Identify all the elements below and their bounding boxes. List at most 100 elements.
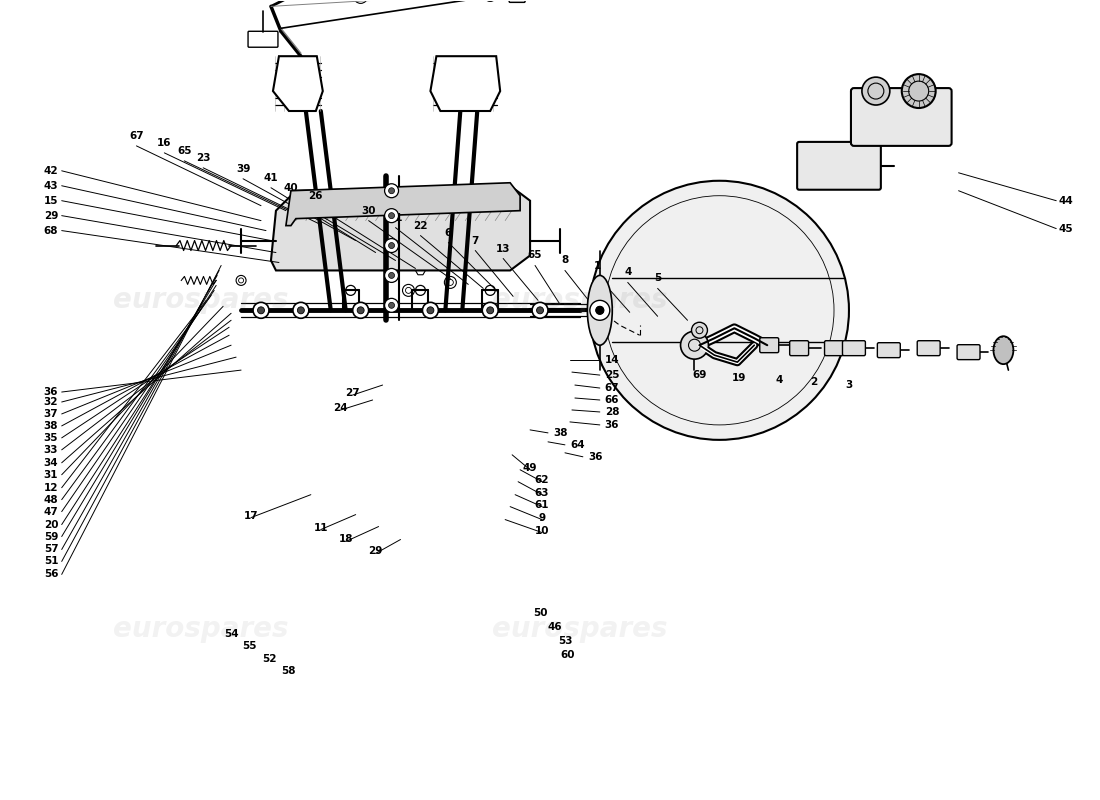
Text: 58: 58	[282, 666, 296, 676]
Text: 62: 62	[535, 474, 549, 485]
Text: 42: 42	[44, 166, 58, 176]
Circle shape	[385, 298, 398, 312]
Text: 67: 67	[605, 383, 619, 393]
Circle shape	[385, 238, 398, 253]
Text: 19: 19	[733, 373, 747, 383]
Ellipse shape	[993, 336, 1013, 364]
Text: 63: 63	[535, 488, 549, 498]
Circle shape	[388, 242, 395, 249]
Text: 10: 10	[535, 526, 549, 535]
FancyBboxPatch shape	[509, 0, 525, 2]
Text: 33: 33	[44, 445, 58, 455]
Circle shape	[385, 269, 398, 282]
Circle shape	[388, 213, 395, 218]
Text: 8: 8	[561, 255, 569, 266]
Text: 47: 47	[44, 506, 58, 517]
FancyBboxPatch shape	[878, 342, 900, 358]
Text: 3: 3	[845, 380, 853, 390]
Polygon shape	[271, 186, 530, 270]
Text: 51: 51	[44, 557, 58, 566]
Text: 16: 16	[157, 138, 172, 148]
FancyBboxPatch shape	[917, 341, 940, 356]
Text: 65: 65	[528, 250, 542, 261]
Text: 17: 17	[244, 510, 258, 521]
Circle shape	[388, 273, 395, 278]
FancyBboxPatch shape	[851, 88, 952, 146]
Text: 25: 25	[605, 370, 619, 380]
Text: 53: 53	[558, 636, 572, 646]
Polygon shape	[286, 182, 520, 226]
Text: 21: 21	[388, 213, 403, 222]
FancyBboxPatch shape	[843, 341, 866, 356]
Circle shape	[293, 302, 309, 318]
Text: 12: 12	[44, 482, 58, 493]
Circle shape	[388, 188, 395, 194]
Text: 64: 64	[570, 440, 584, 450]
Text: eurospares: eurospares	[492, 286, 668, 314]
Text: 18: 18	[339, 534, 353, 545]
FancyBboxPatch shape	[957, 345, 980, 360]
Text: 65: 65	[177, 146, 191, 156]
Text: 30: 30	[362, 206, 376, 216]
Text: 37: 37	[44, 409, 58, 419]
Circle shape	[591, 302, 608, 319]
Text: 52: 52	[262, 654, 276, 664]
Circle shape	[257, 307, 264, 314]
Text: 57: 57	[44, 545, 58, 554]
Circle shape	[681, 331, 708, 359]
Text: 15: 15	[44, 196, 58, 206]
Circle shape	[596, 306, 604, 314]
Text: 14: 14	[605, 355, 619, 365]
Text: 24: 24	[333, 403, 348, 413]
Text: 20: 20	[44, 519, 58, 530]
Text: 54: 54	[223, 629, 239, 639]
Text: 34: 34	[44, 458, 58, 468]
Circle shape	[486, 307, 494, 314]
Text: 68: 68	[44, 226, 58, 235]
Circle shape	[427, 307, 433, 314]
Circle shape	[253, 302, 270, 318]
Text: 67: 67	[129, 131, 144, 141]
Text: 49: 49	[522, 462, 537, 473]
Text: 38: 38	[44, 421, 58, 431]
FancyBboxPatch shape	[798, 142, 881, 190]
Text: eurospares: eurospares	[113, 286, 289, 314]
Circle shape	[692, 322, 707, 338]
Text: 48: 48	[44, 494, 58, 505]
FancyBboxPatch shape	[760, 338, 779, 353]
Text: 39: 39	[235, 164, 251, 174]
Text: 55: 55	[242, 641, 256, 651]
Text: 66: 66	[605, 395, 619, 405]
Circle shape	[385, 209, 398, 222]
Circle shape	[537, 307, 543, 314]
Polygon shape	[430, 56, 500, 111]
Text: 60: 60	[561, 650, 575, 660]
Text: 13: 13	[496, 243, 510, 254]
Text: 50: 50	[532, 608, 548, 618]
Circle shape	[590, 181, 849, 440]
Circle shape	[590, 300, 609, 320]
Text: 61: 61	[535, 500, 549, 510]
Text: 36: 36	[44, 387, 58, 397]
Circle shape	[388, 302, 395, 308]
Ellipse shape	[587, 275, 613, 345]
Circle shape	[422, 302, 439, 318]
Text: 36: 36	[605, 420, 619, 430]
Text: 32: 32	[44, 397, 58, 407]
Circle shape	[358, 307, 364, 314]
FancyBboxPatch shape	[825, 341, 844, 356]
Text: 29: 29	[368, 546, 383, 557]
Text: 4: 4	[624, 267, 631, 278]
Circle shape	[482, 302, 498, 318]
Text: 36: 36	[587, 452, 603, 462]
Text: 27: 27	[345, 388, 360, 398]
Text: 28: 28	[605, 407, 619, 417]
Text: 38: 38	[553, 428, 568, 438]
Text: 26: 26	[309, 190, 323, 201]
Text: 44: 44	[1058, 196, 1072, 206]
Text: 6: 6	[444, 227, 452, 238]
Text: 46: 46	[548, 622, 562, 632]
Text: eurospares: eurospares	[113, 615, 289, 643]
Text: 23: 23	[196, 153, 210, 163]
Text: 69: 69	[692, 370, 706, 380]
